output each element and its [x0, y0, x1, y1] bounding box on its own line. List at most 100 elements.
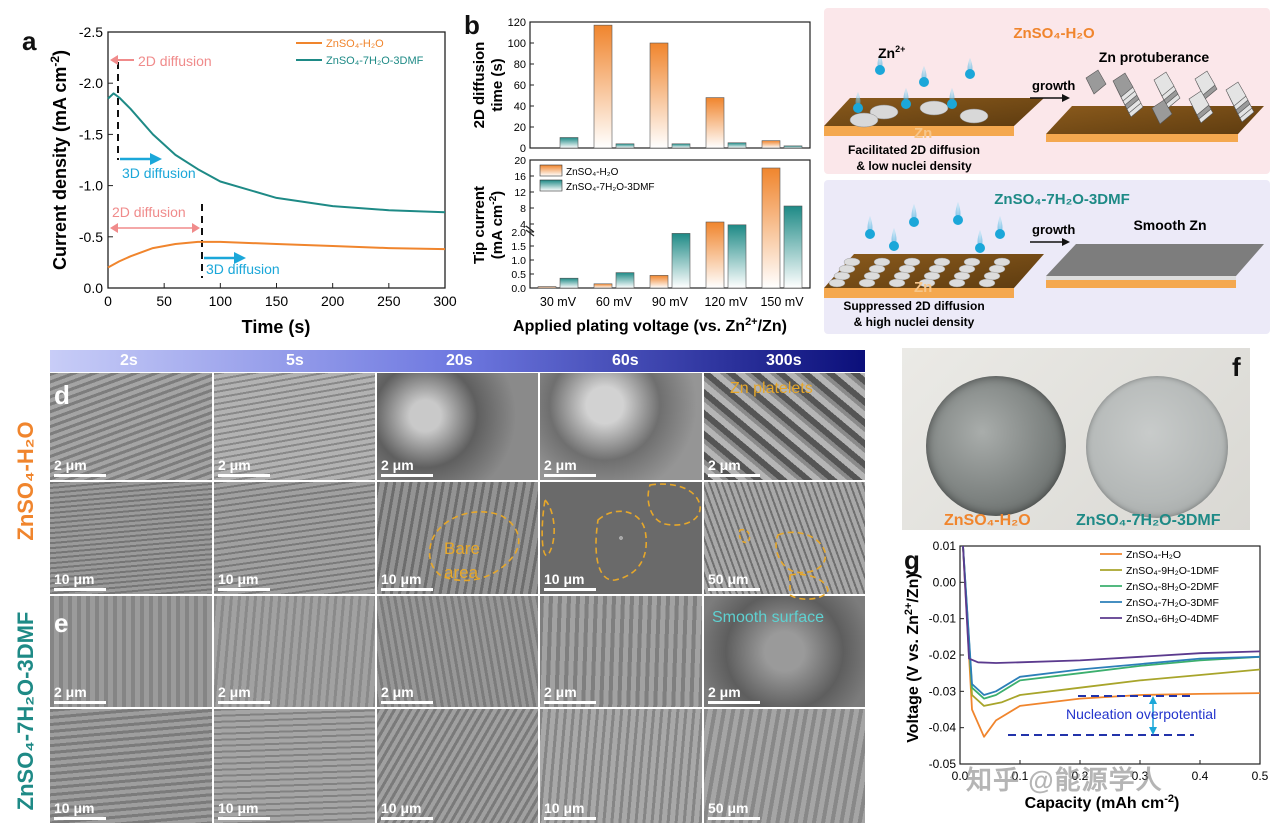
panel-label-e: e [54, 608, 69, 638]
sem-image-r2-c5: 50 μm [704, 482, 865, 594]
scale-bar-line [381, 588, 433, 591]
zn-protuberance-flakes [1085, 69, 1255, 125]
scale-bar-label: 2 μm [54, 457, 87, 473]
zn-nucleus [858, 278, 876, 288]
row-label-e: ZnSO₄-7H₂O-3DMF [8, 596, 44, 826]
arrow-right-icon [1062, 238, 1070, 246]
scale-bar-line [54, 701, 106, 704]
zn-nuclei-top [849, 100, 989, 128]
zn-ion-icon [947, 99, 957, 109]
chart-b-top-ylabel-2: time (s) [489, 58, 506, 111]
sem-image-r2-c1: 10 μm [50, 482, 212, 594]
chart-g-ytick-label: 0.01 [933, 539, 957, 553]
zn-ion-drops-top [853, 54, 975, 113]
chart-b-bottom-bar-3dmf [615, 272, 635, 289]
chart-b-bottom-bar-3dmf [783, 205, 803, 289]
chart-b-bottom-bar-3dmf [727, 224, 747, 289]
chart-a-ytick-label: -2.0 [79, 75, 103, 91]
zn-ion-label: Zn2+ [878, 44, 905, 61]
chart-b-top-ticks: 0 20 40 60 80 100 120 [508, 17, 534, 155]
sem-image-r3-c2: 2 μm [214, 596, 375, 707]
chart-b-top-ytick-label: 60 [514, 80, 526, 92]
chart-b-bottom-bar-h2o [761, 167, 781, 289]
arrow-up-icon [1149, 696, 1157, 704]
chart-b-top-ytick-label: 120 [508, 17, 526, 29]
chart-g-xtick-label: 0.3 [1132, 769, 1149, 783]
chart-a-ytick-label: -1.5 [79, 126, 103, 142]
zn-nucleus [928, 264, 946, 274]
annotation-3d-diffusion-2: 3D diffusion [206, 261, 280, 277]
zn-nucleus [828, 278, 846, 288]
zn-ion-icon [909, 217, 919, 227]
chart-a-ytick-label: -0.5 [79, 229, 103, 245]
sem-image-r3-c5: 2 μm [704, 596, 865, 707]
zn-flake [1194, 70, 1216, 96]
chart-a-annotations [110, 42, 322, 278]
legend-a-h2o: ZnSO₄-H₂O [326, 38, 384, 50]
annotation-2d-diffusion-1: 2D diffusion [138, 53, 212, 69]
chart-b-bottom-bar-h2o [537, 286, 557, 289]
chart-a-ytick-label: -1.0 [79, 178, 103, 194]
chart-g-legend-label: ZnSO₄-9H₂O-1DMF [1126, 565, 1219, 577]
chart-g-ytick-label: -0.03 [929, 684, 957, 698]
chart-g-legend: ZnSO₄-H₂O ZnSO₄-9H₂O-1DMF ZnSO₄-8H₂O-2DMF Z… [1100, 549, 1219, 625]
chart-g-ticks: 0.0 0.1 0.2 0.3 0.4 0.5 0.01 0.00 -0.01 -0.02 -0.0… [929, 539, 1269, 783]
sem-image-r2-c3: 10 μm [377, 482, 538, 594]
scale-bar-line [708, 701, 760, 704]
sem-image-r1-c5: 2 μm [704, 373, 865, 480]
zn-nucleus [958, 264, 976, 274]
legend-b-3dmf: ZnSO₄-7H₂O-3DMF [566, 182, 655, 193]
zn-nucleus [833, 271, 851, 281]
zn-nucleus [959, 108, 989, 124]
chart-b-bottom-ytick-label: 4 [520, 219, 526, 231]
chart-g-series-line [962, 545, 1261, 664]
scale-bar-line [54, 474, 106, 477]
scale-bar-line [544, 817, 596, 820]
chart-a-xtick-label: 300 [433, 293, 457, 309]
scale-bar-label: 10 μm [218, 571, 259, 587]
caption-top-1: Facilitated 2D diffusion [848, 143, 980, 157]
chart-g-ylabel: Voltage (V vs. Zn2+/Zn) [903, 573, 922, 743]
chart-b-xtick-label: 30 mV [540, 295, 577, 309]
zn-flake [1153, 71, 1175, 97]
zn-nucleus [963, 257, 981, 267]
chart-b-bottom-ytick-label: 8 [520, 203, 526, 215]
scale-bar-label: 10 μm [54, 800, 95, 816]
chart-g-xtick-label: 0.5 [1252, 769, 1269, 783]
chart-b-top-bar-3dmf [559, 137, 579, 149]
sem-image-r4-c5: 50 μm [704, 709, 865, 823]
scale-bar-label: 2 μm [54, 684, 87, 700]
chart-b-xtick-label: 150 mV [760, 295, 804, 309]
zn-flake [1188, 90, 1210, 116]
row-label-d: ZnSO₄-H₂O [8, 372, 44, 590]
chart-b-bottom-ytick-label: 1.0 [511, 255, 526, 267]
chart-g-legend-label: ZnSO₄-7H₂O-3DMF [1126, 597, 1219, 609]
scale-bar-label: 2 μm [218, 684, 251, 700]
scale-bar-line [544, 588, 596, 591]
chart-g-series-line [962, 545, 1261, 707]
chart-g-series-line [962, 545, 1261, 738]
chart-b-bottom-ylabel-2: (mA cm-2) [488, 191, 506, 259]
scale-bar-line [381, 817, 433, 820]
scale-bar-label: 10 μm [218, 800, 259, 816]
scale-bar-line [381, 474, 433, 477]
scale-bar: 10 μm [381, 800, 433, 820]
scale-bar-label: 10 μm [544, 571, 585, 587]
zn-nucleus [983, 271, 1001, 281]
zn-nucleus [893, 271, 911, 281]
scale-bar-line [218, 474, 270, 477]
chart-b-top-ytick-label: 20 [514, 122, 526, 134]
zn-flake [1151, 99, 1173, 125]
zn-ion-icon [975, 243, 985, 253]
chart-g-xtick-label: 0.4 [1192, 769, 1209, 783]
zn-flake [1112, 72, 1134, 98]
chart-b-bottom-bar-h2o [593, 283, 613, 289]
zn-ion-drops-bottom [865, 202, 1005, 253]
chart-g-ytick-label: 0.00 [933, 575, 957, 589]
zn-ion-icon [995, 229, 1005, 239]
sem-image-r4-c3: 10 μm [377, 709, 538, 823]
chart-b-top-bar-h2o [649, 42, 669, 149]
zn-nucleus [898, 264, 916, 274]
zn-nucleus [868, 264, 886, 274]
scale-bar-line [708, 817, 760, 820]
